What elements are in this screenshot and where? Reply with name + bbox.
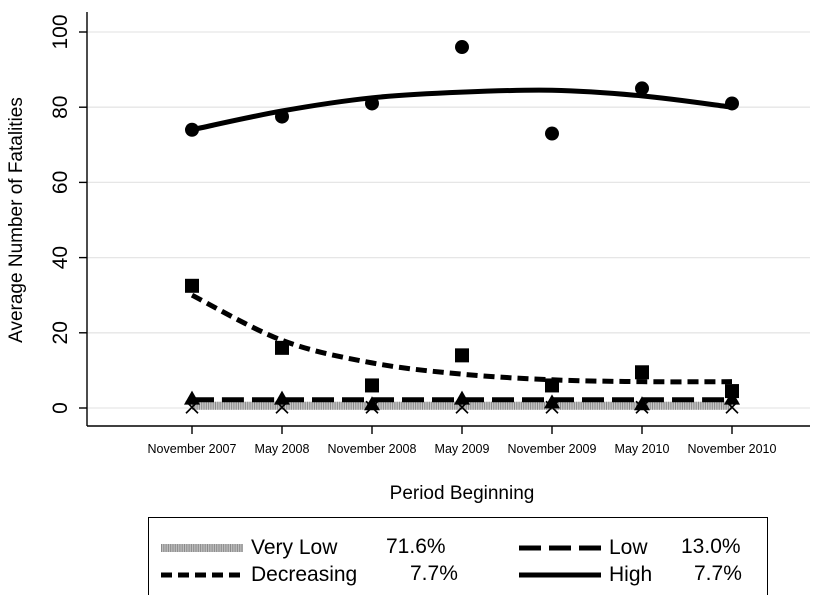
x-tick-label-1: May 2008	[255, 442, 310, 456]
x-tick-label-0: November 2007	[148, 442, 237, 456]
legend-percent-decreasing: 7.7%	[410, 562, 458, 585]
legend-item-low: Low	[519, 535, 648, 561]
legend-swatch-very-low	[161, 544, 243, 552]
high-point-4	[545, 126, 559, 141]
high-point-0	[185, 122, 199, 137]
legend-item-decreasing: Decreasing	[161, 562, 357, 588]
y-tick-label-80: 80	[49, 96, 72, 119]
legend-item-high: High	[519, 562, 652, 588]
x-axis-label: Period Beginning	[390, 483, 535, 504]
decreasing-point-0	[185, 278, 199, 293]
x-tick-label-5: May 2010	[615, 442, 670, 456]
decreasing-point-4	[545, 378, 559, 393]
data-points	[184, 40, 740, 414]
decreasing-point-3	[455, 348, 469, 363]
y-tick-label-60: 60	[49, 171, 72, 194]
axes: 0 20 40 60 80 100 November 2007 May 2008 Novembe…	[49, 12, 810, 456]
low-point-3	[454, 390, 470, 405]
legend-swatch-high	[519, 572, 601, 578]
legend-swatch-low	[519, 545, 601, 551]
high-point-1	[275, 109, 289, 124]
legend-label-high: High	[609, 563, 653, 586]
legend-label-very-low: Very Low	[251, 536, 338, 559]
high-point-5	[635, 81, 649, 96]
low-point-1	[274, 390, 290, 405]
y-tick-label-20: 20	[49, 321, 72, 344]
legend-item-very-low: Very Low	[161, 535, 337, 561]
decreasing-point-5	[635, 365, 649, 380]
low-point-0	[184, 390, 200, 405]
x-tick-label-6: November 2010	[688, 442, 777, 456]
low-point-5	[634, 396, 650, 411]
chart-canvas: 0 20 40 60 80 100 November 2007 May 2008 Novembe…	[6, 12, 810, 504]
y-tick-label-100: 100	[49, 14, 72, 49]
gridlines	[87, 12, 810, 426]
legend-label-low: Low	[609, 536, 648, 559]
x-tick-label-4: November 2009	[508, 442, 597, 456]
legend: Very Low 71.6% Low 13.0% Decreasing 7.7%…	[148, 517, 768, 595]
x-tick-label-3: May 2009	[435, 442, 490, 456]
low-point-4	[544, 394, 560, 409]
decreasing-point-2	[365, 378, 379, 393]
decreasing-point-1	[275, 340, 289, 355]
decreasing-point-6	[725, 384, 739, 399]
legend-percent-very-low: 71.6%	[386, 535, 446, 558]
legend-swatch-decreasing	[161, 572, 243, 578]
y-tick-label-0: 0	[49, 402, 72, 414]
fit-line-decreasing	[190, 292, 733, 385]
legend-percent-high: 7.7%	[694, 562, 742, 585]
legend-percent-low: 13.0%	[681, 535, 741, 558]
high-point-2	[365, 96, 379, 111]
y-tick-label-40: 40	[49, 246, 72, 269]
y-axis-label: Average Number of Fatalities	[6, 97, 27, 343]
low-point-2	[364, 396, 380, 411]
legend-label-decreasing: Decreasing	[251, 563, 358, 586]
plot-area	[87, 12, 810, 426]
high-point-3	[455, 40, 469, 55]
x-tick-label-2: November 2008	[328, 442, 417, 456]
high-point-6	[725, 96, 739, 111]
